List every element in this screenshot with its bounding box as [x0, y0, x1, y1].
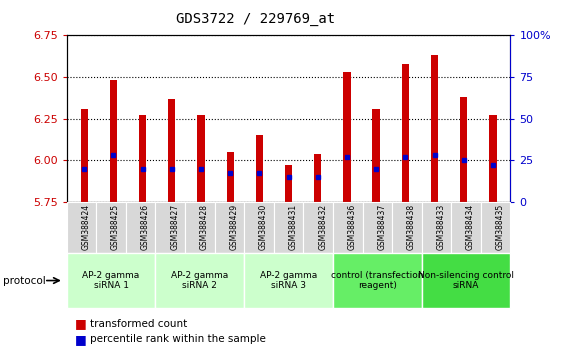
Text: ■: ■	[75, 333, 87, 346]
Bar	[343, 72, 350, 202]
Bar	[460, 97, 467, 202]
Text: GSM388438: GSM388438	[407, 204, 416, 250]
Text: percentile rank within the sample: percentile rank within the sample	[90, 334, 266, 344]
Text: GSM388437: GSM388437	[378, 203, 386, 250]
Bar	[372, 109, 380, 202]
Text: GSM388434: GSM388434	[466, 203, 475, 250]
Text: GSM388428: GSM388428	[200, 204, 209, 250]
Text: GSM388430: GSM388430	[259, 203, 268, 250]
Text: GSM388426: GSM388426	[140, 204, 150, 250]
Text: GSM388435: GSM388435	[495, 203, 505, 250]
Bar	[168, 99, 175, 202]
Text: AP-2 gamma
siRNA 1: AP-2 gamma siRNA 1	[82, 271, 140, 290]
Bar	[256, 135, 263, 202]
Text: Non-silencing control
siRNA: Non-silencing control siRNA	[418, 271, 514, 290]
Bar	[227, 152, 234, 202]
Text: protocol: protocol	[3, 275, 46, 286]
Bar	[139, 115, 146, 202]
Text: transformed count: transformed count	[90, 319, 187, 329]
Text: GSM388427: GSM388427	[171, 204, 179, 250]
Text: GSM388433: GSM388433	[437, 203, 445, 250]
Text: GSM388429: GSM388429	[230, 204, 238, 250]
Bar	[490, 115, 496, 202]
Bar	[285, 165, 292, 202]
Text: GSM388425: GSM388425	[111, 204, 120, 250]
Text: control (transfection
reagent): control (transfection reagent)	[331, 271, 423, 290]
Text: GSM388431: GSM388431	[289, 204, 298, 250]
Bar	[402, 64, 409, 202]
Text: GSM388432: GSM388432	[318, 204, 327, 250]
Text: AP-2 gamma
siRNA 3: AP-2 gamma siRNA 3	[260, 271, 317, 290]
Bar	[197, 115, 205, 202]
Text: GSM388436: GSM388436	[348, 203, 357, 250]
Bar	[431, 55, 438, 202]
Text: ■: ■	[75, 318, 87, 330]
Bar	[81, 109, 88, 202]
Bar	[314, 154, 321, 202]
Bar	[110, 80, 117, 202]
Text: GSM388424: GSM388424	[81, 204, 90, 250]
Text: AP-2 gamma
siRNA 2: AP-2 gamma siRNA 2	[171, 271, 229, 290]
Text: GDS3722 / 229769_at: GDS3722 / 229769_at	[176, 12, 335, 27]
